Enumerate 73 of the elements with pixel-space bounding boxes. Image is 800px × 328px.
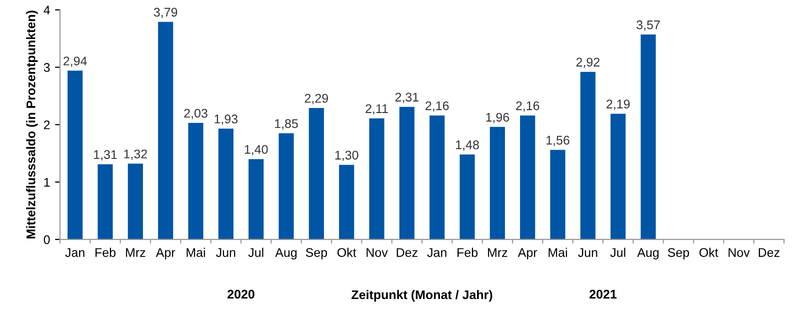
data-label: 1,48 <box>456 140 479 151</box>
data-label: 2,92 <box>576 58 600 68</box>
x-tick-label: Mrz <box>488 248 508 257</box>
x-tick-label: Dez <box>396 248 418 257</box>
data-label: 2,11 <box>366 104 388 115</box>
y-tick-label: 1 <box>44 178 50 187</box>
data-label: 2,16 <box>426 101 449 112</box>
y-axis-title: Mittelzuflusssaldo (in Prozentpunkten) <box>26 10 38 238</box>
x-tick-label: Aug <box>637 248 659 260</box>
data-label: 3,79 <box>154 8 178 18</box>
x-tick-label: Mai <box>548 248 567 257</box>
x-tick-label: Okt <box>699 248 718 257</box>
bar <box>610 114 626 240</box>
x-tick-label: Mrz <box>126 248 146 257</box>
data-label: 1,40 <box>244 144 268 156</box>
bar <box>98 164 113 240</box>
data-label: 1,32 <box>124 150 147 160</box>
x-tick-label: Aug <box>275 248 297 260</box>
bar <box>158 22 174 240</box>
bar <box>248 159 264 240</box>
bar <box>490 126 505 240</box>
bar <box>460 154 475 240</box>
x-tick-label: Sep <box>668 248 690 260</box>
bar <box>640 34 656 240</box>
x-tick-label: Jun <box>216 248 236 257</box>
x-tick-label: Okt <box>337 248 356 257</box>
data-label: 2,29 <box>304 94 328 104</box>
bar <box>339 164 354 240</box>
bar <box>399 106 414 240</box>
data-label: 2,03 <box>184 108 208 120</box>
bar <box>430 115 445 240</box>
bar <box>128 164 143 240</box>
data-label: 2,94 <box>64 56 87 67</box>
bar <box>308 108 324 240</box>
bar <box>218 128 234 240</box>
x-tick-label: Jan <box>427 248 446 257</box>
x-tick-label: Nov <box>366 248 388 257</box>
bar <box>278 133 294 240</box>
data-label: 1,85 <box>275 119 298 130</box>
data-label: 2,31 <box>395 92 418 104</box>
x-axis-title: Zeitpunkt (Monat / Jahr) <box>352 290 492 302</box>
data-label: 1,31 <box>94 150 117 160</box>
bar <box>188 122 204 240</box>
x-tick-label: Apr <box>156 248 176 260</box>
x-tick-label: Feb <box>458 248 478 257</box>
bar <box>68 70 83 240</box>
y-tick-label: 2 <box>44 120 50 130</box>
x-tick-label: Jul <box>610 248 626 257</box>
x-tick-label: Feb <box>96 248 116 257</box>
x-tick-label: Jun <box>578 248 598 257</box>
x-tick-label: Dez <box>758 248 780 257</box>
data-label: 1,96 <box>486 112 510 124</box>
data-label: 1,30 <box>335 150 358 162</box>
x-tick-label: Nov <box>728 248 750 257</box>
text: 2021 <box>590 290 617 299</box>
data-label: 2,16 <box>516 101 540 112</box>
bar <box>550 150 566 240</box>
x-tick-label: Mai <box>186 248 205 257</box>
y-tick-label: 3 <box>44 63 50 72</box>
data-label: 3,57 <box>636 20 660 31</box>
y-tick-label: 4 <box>44 6 50 14</box>
data-label: 1,56 <box>546 136 570 146</box>
data-label: 2,19 <box>606 100 630 110</box>
x-tick-label: Jan <box>65 248 84 257</box>
y-tick-label: 0 <box>44 235 50 244</box>
x-tick-label: Apr <box>518 248 538 260</box>
data-label: 1,93 <box>214 114 238 125</box>
bar <box>520 115 536 240</box>
text: 2020 <box>228 290 254 299</box>
x-tick-label: Sep <box>306 248 328 260</box>
x-tick-label: Jul <box>248 248 264 257</box>
bar <box>369 118 384 240</box>
bar <box>580 72 596 240</box>
